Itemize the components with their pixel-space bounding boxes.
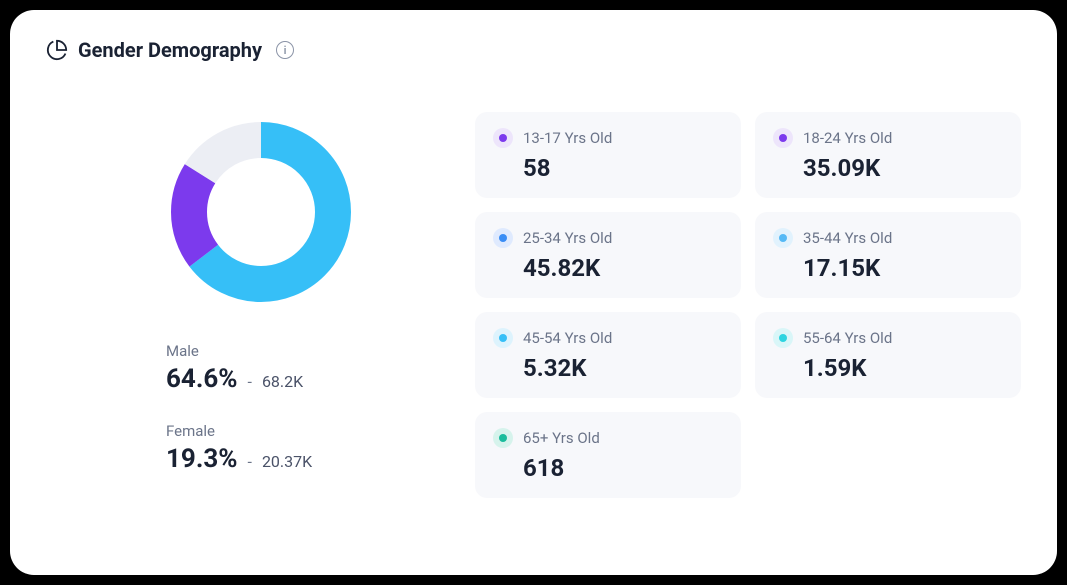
- age-label: 18-24 Yrs Old: [803, 129, 892, 147]
- age-card-header: 35-44 Yrs Old: [773, 228, 1003, 248]
- separator: -: [248, 452, 252, 471]
- age-value: 35.09K: [773, 154, 1003, 182]
- age-card: 35-44 Yrs Old 17.15K: [755, 212, 1021, 298]
- age-value: 618: [493, 454, 723, 482]
- age-card: 55-64 Yrs Old 1.59K: [755, 312, 1021, 398]
- age-dot-icon: [773, 328, 793, 348]
- age-card-header: 13-17 Yrs Old: [493, 128, 723, 148]
- gender-stat-percent: 19.3%: [166, 444, 238, 474]
- age-label: 25-34 Yrs Old: [523, 229, 612, 247]
- donut-chart: [171, 122, 351, 302]
- age-card: 13-17 Yrs Old 58: [475, 112, 741, 198]
- gender-stat-label: Female: [166, 422, 475, 440]
- separator: -: [248, 372, 252, 391]
- age-card: 25-34 Yrs Old 45.82K: [475, 212, 741, 298]
- info-icon[interactable]: i: [276, 41, 294, 59]
- card-content: Male64.6%-68.2KFemale19.3%-20.37K 13-17 …: [46, 102, 1021, 547]
- age-dot-icon: [493, 128, 513, 148]
- age-label: 13-17 Yrs Old: [523, 129, 612, 147]
- age-grid: 13-17 Yrs Old 58 18-24 Yrs Old 35.09K 25-34 …: [475, 102, 1021, 547]
- age-dot-inner: [499, 334, 507, 342]
- age-dot-icon: [493, 328, 513, 348]
- pie-chart-icon: [46, 39, 68, 61]
- card-title: Gender Demography: [78, 38, 262, 62]
- age-card: 18-24 Yrs Old 35.09K: [755, 112, 1021, 198]
- age-card-header: 45-54 Yrs Old: [493, 328, 723, 348]
- age-value: 58: [493, 154, 723, 182]
- age-card: 45-54 Yrs Old 5.32K: [475, 312, 741, 398]
- age-dot-icon: [493, 428, 513, 448]
- age-value: 45.82K: [493, 254, 723, 282]
- gender-panel: Male64.6%-68.2KFemale19.3%-20.37K: [46, 102, 475, 547]
- age-dot-inner: [779, 134, 787, 142]
- gender-stat-values: 19.3%-20.37K: [166, 444, 475, 474]
- card-header: Gender Demography i: [46, 38, 1021, 62]
- age-dot-inner: [499, 234, 507, 242]
- age-card: 65+ Yrs Old 618: [475, 412, 741, 498]
- age-label: 45-54 Yrs Old: [523, 329, 612, 347]
- gender-stat-count: 68.2K: [262, 372, 303, 391]
- gender-stats: Male64.6%-68.2KFemale19.3%-20.37K: [46, 342, 475, 502]
- gender-stat-label: Male: [166, 342, 475, 360]
- age-card-header: 18-24 Yrs Old: [773, 128, 1003, 148]
- age-label: 65+ Yrs Old: [523, 429, 600, 447]
- age-card-header: 55-64 Yrs Old: [773, 328, 1003, 348]
- age-value: 1.59K: [773, 354, 1003, 382]
- age-dot-inner: [499, 134, 507, 142]
- age-dot-icon: [773, 228, 793, 248]
- gender-stat-row: Male 64.6%-68.2K: [166, 342, 475, 394]
- gender-stat-values: 64.6%-68.2K: [166, 364, 475, 394]
- age-dot-icon: [773, 128, 793, 148]
- age-dot-inner: [779, 234, 787, 242]
- age-value: 5.32K: [493, 354, 723, 382]
- age-card-header: 65+ Yrs Old: [493, 428, 723, 448]
- gender-stat-row: Female 19.3%-20.37K: [166, 422, 475, 474]
- age-label: 55-64 Yrs Old: [803, 329, 892, 347]
- age-dot-inner: [779, 334, 787, 342]
- age-value: 17.15K: [773, 254, 1003, 282]
- age-card-header: 25-34 Yrs Old: [493, 228, 723, 248]
- demography-card: Gender Demography i Male64.6%-68.2KFemal…: [10, 10, 1057, 575]
- age-dot-icon: [493, 228, 513, 248]
- gender-stat-percent: 64.6%: [166, 364, 238, 394]
- age-dot-inner: [499, 434, 507, 442]
- age-label: 35-44 Yrs Old: [803, 229, 892, 247]
- gender-stat-count: 20.37K: [262, 452, 312, 471]
